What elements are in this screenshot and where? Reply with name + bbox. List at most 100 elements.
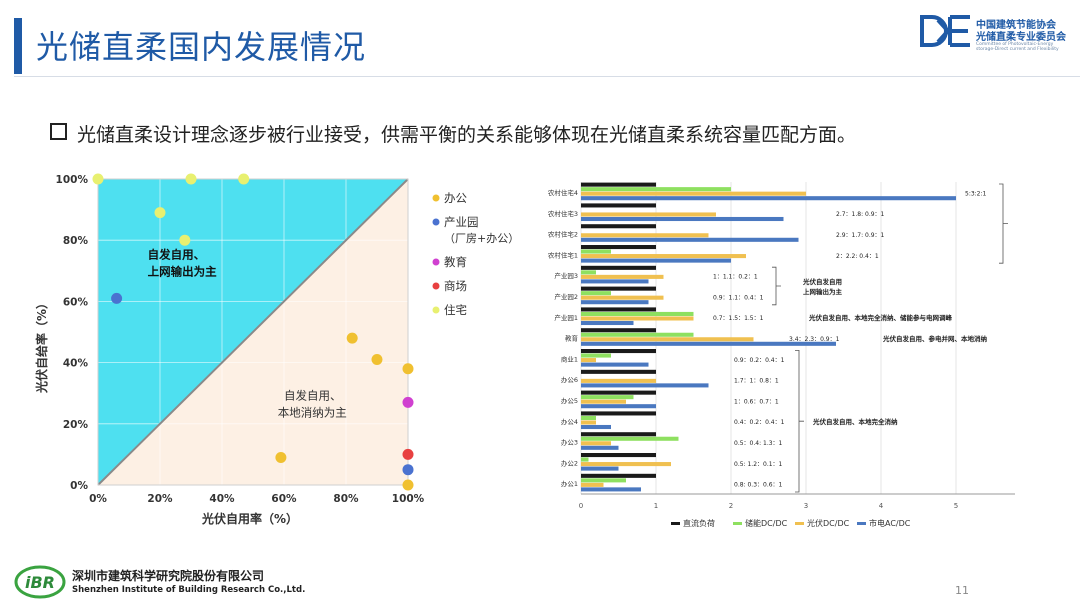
ratio-label: 0.5：0.4: 1.3：1 [734, 440, 783, 447]
y-tick-label: 40% [63, 358, 89, 370]
region-label-lower-l1: 自发自用、 [284, 388, 342, 402]
bar [581, 478, 626, 483]
bar [581, 341, 836, 346]
y-axis-label: 光伏自给率（%） [34, 297, 49, 394]
legend-label: 办公 [444, 191, 467, 205]
bar [581, 411, 656, 416]
ratio-label: 0.8: 0.3：0.6：1 [734, 482, 783, 489]
bar [581, 270, 596, 275]
x-tick-label: 5 [954, 502, 958, 510]
bar [581, 320, 634, 326]
title-divider [14, 76, 1080, 77]
bar [581, 279, 649, 284]
scatter-point [371, 354, 383, 366]
category-label: 办公6 [561, 375, 578, 384]
group-bracket [772, 266, 781, 306]
legend-marker [432, 306, 440, 314]
bar [581, 286, 656, 291]
bar [581, 182, 656, 187]
diagonal-line [97, 178, 409, 486]
group-bracket [795, 350, 804, 493]
ratio-label: 0.9：0.2：0.4：1 [734, 357, 785, 364]
scatter-point [92, 173, 104, 185]
legend-label: 产业园 [444, 215, 479, 229]
bar [581, 187, 731, 192]
bar [581, 473, 656, 478]
bar [581, 316, 694, 321]
ibr-logo-icon: iBR [14, 565, 66, 599]
company-logo: iBR 深圳市建筑科学研究院股份有限公司 Shenzhen Institute … [14, 565, 305, 601]
x-tick-label: 80% [333, 493, 359, 505]
title-accent-bar [14, 18, 22, 74]
region-label-upper-l2: 上网输出为主 [148, 265, 217, 279]
bar [581, 203, 656, 208]
ratio-label: 3.4：2.3：0.9：1 [789, 336, 840, 343]
bar [581, 462, 671, 467]
ratio-label: 0.4：0.2：0.4：1 [734, 419, 785, 426]
bar [581, 358, 596, 363]
region-label-upper-l1: 自发自用、 [148, 248, 206, 262]
legend-swatch [795, 522, 804, 525]
category-label: 办公2 [561, 458, 578, 467]
ratio-label: 2：2.2: 0.4：1 [836, 253, 879, 260]
bar [581, 191, 806, 196]
category-label: 商业1 [561, 354, 578, 363]
bar [581, 245, 656, 250]
category-label: 产业园2 [554, 292, 578, 301]
legend-label: 储能DC/DC [745, 518, 788, 528]
bar [581, 233, 709, 238]
bullet-text: 光储直柔设计理念逐步被行业接受，供需平衡的关系能够体现在光储直柔系统容量匹配方面… [77, 124, 857, 146]
ratio-label: 1：0.6：0.7：1 [734, 398, 779, 405]
bar [581, 258, 731, 263]
legend-label: 住宅 [444, 303, 467, 317]
legend-swatch [857, 522, 866, 525]
x-tick-label: 2 [729, 502, 733, 510]
scatter-point [402, 479, 414, 491]
ratio-label: 0.9：1.1：0.4：1 [713, 294, 764, 301]
ratio-label: 2.9：1.7: 0.9：1 [836, 232, 885, 239]
group-annotation: 光伏自发自用、本地完全消纳、储能参与电网调峰 [808, 313, 953, 322]
bar [581, 404, 656, 409]
company-name-en: Shenzhen Institute of Building Research … [72, 585, 306, 595]
page-number: 11 [955, 584, 969, 597]
bar-chart: 0123456 农村住宅4农村住宅3农村住宅2农村住宅1产业园3产业园2产业园1… [548, 182, 1015, 528]
group-annotation: 光伏自发自用、参电并网、本地消纳 [882, 334, 988, 343]
y-tick-label: 80% [63, 235, 89, 247]
group-annotation-l2: 上网输出为主 [803, 287, 843, 296]
legend-label: 商场 [444, 279, 467, 293]
bar [581, 291, 611, 296]
category-label: 农村住宅3 [548, 209, 578, 218]
x-axis-label: 光伏自用率（%） [201, 511, 298, 526]
x-tick-label: 0% [89, 493, 107, 505]
legend-label: 直流负荷 [683, 518, 715, 528]
bar [581, 441, 611, 446]
x-tick-label: 100% [392, 493, 425, 505]
scatter-point [402, 363, 414, 375]
legend-marker [432, 194, 440, 202]
x-tick-label: 60% [271, 493, 297, 505]
dcf-logo-icon [920, 15, 970, 47]
bar [581, 300, 649, 305]
ratio-label: 2.7：1.8: 0.9：1 [836, 211, 885, 218]
page-title: 光储直柔国内发展情况 [36, 28, 367, 66]
legend-marker [432, 258, 440, 266]
y-tick-label: 0% [70, 480, 88, 492]
bar [581, 332, 694, 337]
bar [581, 353, 611, 358]
scatter-point [346, 332, 358, 344]
x-tick-label: 1 [654, 502, 658, 510]
x-tick-label: 0 [579, 502, 583, 510]
bar [581, 466, 619, 471]
ratio-label: 0.5: 1.2：0.1：1 [734, 461, 783, 468]
bar [581, 369, 656, 374]
category-label: 办公4 [561, 417, 578, 426]
x-tick-label: 4 [879, 502, 884, 510]
bar [581, 249, 611, 254]
scatter-point [185, 173, 197, 185]
bar [581, 328, 656, 333]
bar [581, 482, 604, 487]
bar [581, 390, 656, 395]
plot-frame [97, 178, 409, 486]
ibr-logo-text: iBR [25, 573, 55, 592]
bar [581, 337, 754, 342]
